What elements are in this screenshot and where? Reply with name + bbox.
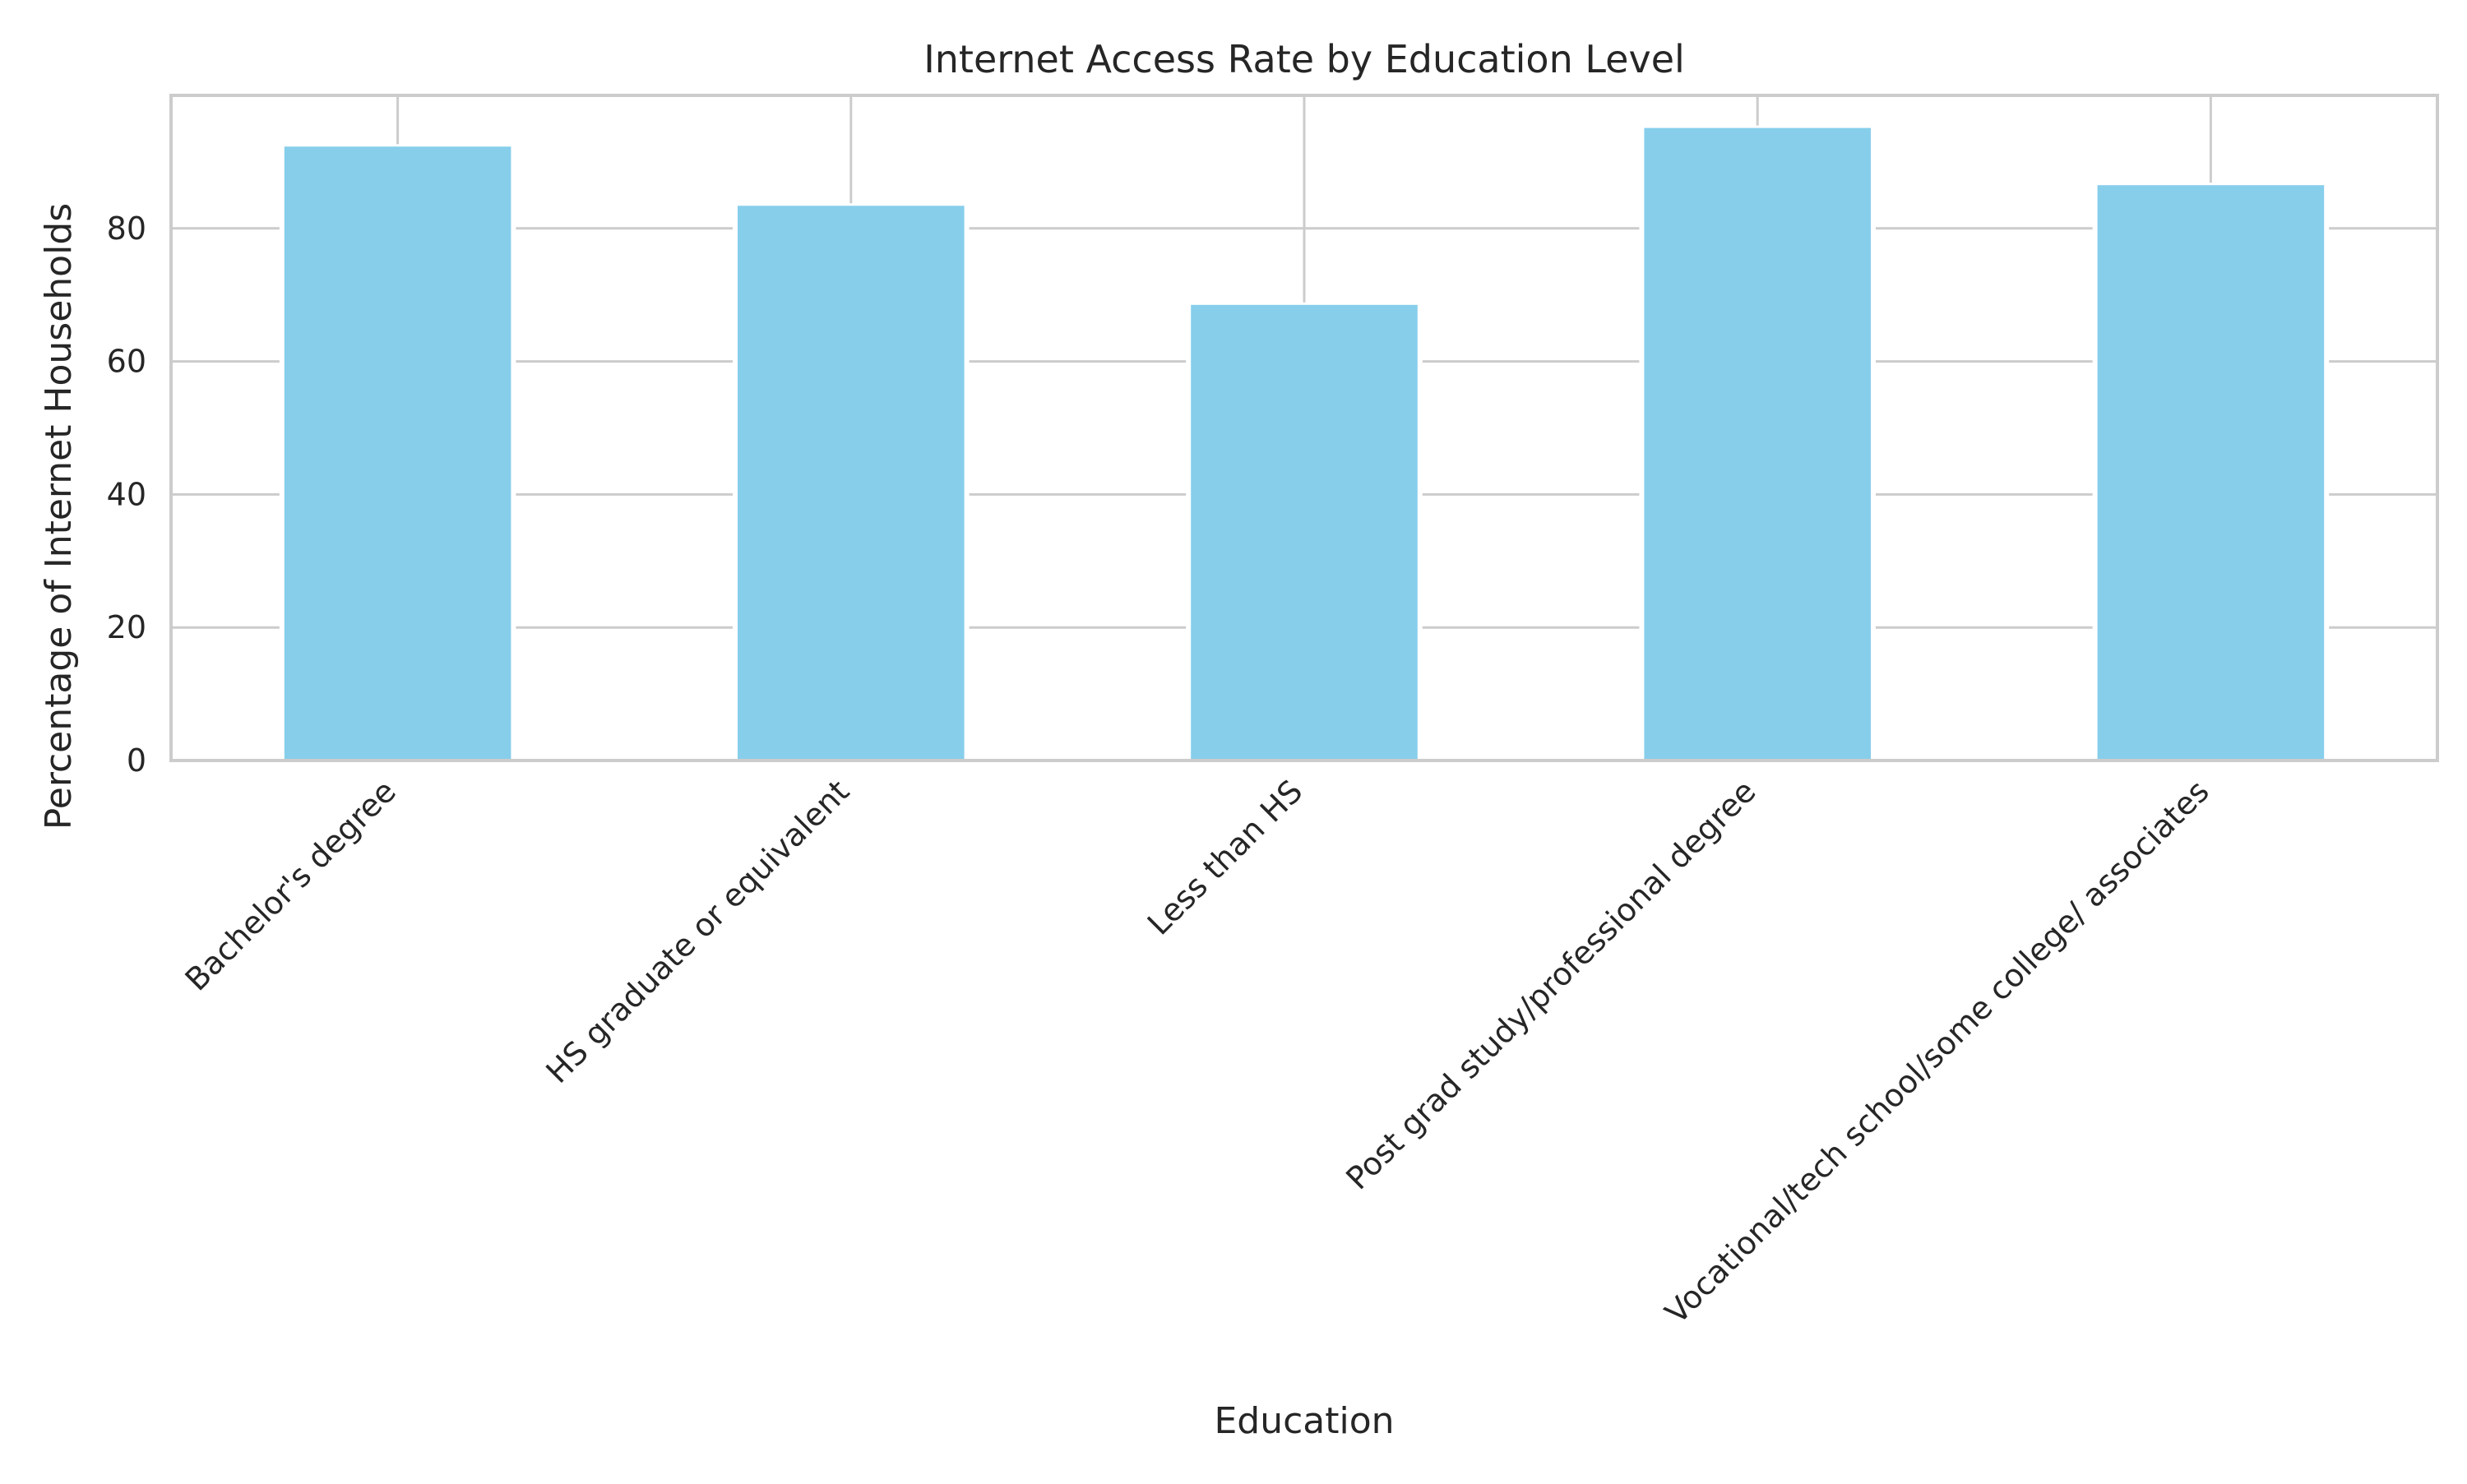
y-axis-title: Percentage of Internet Households: [38, 203, 80, 830]
bar: [1644, 127, 1871, 761]
y-tick-label: 20: [107, 609, 146, 645]
y-tick-label: 80: [107, 210, 146, 247]
plot-frame: [169, 94, 2439, 762]
x-axis-title: Education: [1214, 1400, 1394, 1442]
bar: [284, 146, 511, 761]
bar: [738, 206, 965, 760]
y-tick-labels: 0 20 40 60 80: [107, 210, 146, 779]
chart-title: Internet Access Rate by Education Level: [923, 37, 1685, 81]
y-tick-label: 60: [107, 344, 146, 380]
bar: [2097, 185, 2325, 761]
bar: [1191, 304, 1418, 761]
bars: [279, 125, 2330, 761]
y-tick-label: 40: [107, 476, 146, 512]
y-tick-label: 0: [127, 742, 146, 779]
